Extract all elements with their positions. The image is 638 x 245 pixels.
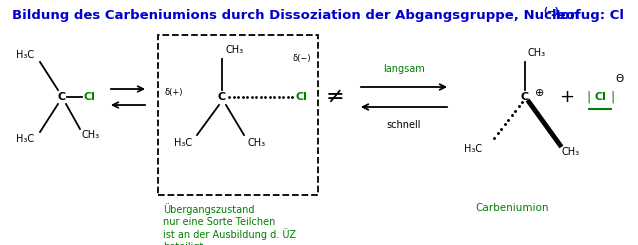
Text: +: + — [560, 88, 574, 106]
Text: H₃C: H₃C — [16, 50, 34, 60]
Text: C: C — [218, 92, 226, 102]
Text: ⊕: ⊕ — [535, 88, 545, 98]
Text: schnell: schnell — [387, 120, 421, 130]
Text: CH₃: CH₃ — [528, 48, 546, 58]
Text: Cl: Cl — [84, 92, 96, 102]
Text: CH₃: CH₃ — [247, 138, 265, 148]
Text: H₃C: H₃C — [174, 138, 192, 148]
Text: δ(−): δ(−) — [293, 54, 311, 63]
Text: |: | — [586, 90, 590, 103]
Text: |: | — [610, 90, 614, 103]
Text: Cl: Cl — [594, 92, 606, 102]
Text: CH₃: CH₃ — [562, 147, 580, 157]
Text: Carbeniumion: Carbeniumion — [475, 203, 549, 213]
Text: H₃C: H₃C — [464, 144, 482, 154]
Text: CH₃: CH₃ — [82, 130, 100, 140]
Text: H₃C: H₃C — [16, 134, 34, 144]
Text: (−): (−) — [543, 7, 559, 16]
Text: CH₃: CH₃ — [225, 45, 243, 55]
Text: δ(+): δ(+) — [165, 87, 183, 97]
Text: C: C — [521, 92, 529, 102]
Text: ≠: ≠ — [325, 87, 345, 107]
Text: Θ: Θ — [616, 74, 624, 84]
Text: Cl: Cl — [295, 92, 307, 102]
Text: C: C — [58, 92, 66, 102]
Text: -Ion: -Ion — [550, 9, 579, 22]
Text: langsam: langsam — [383, 64, 425, 74]
Text: Bildung des Carbeniumions durch Dissoziation der Abgangsgruppe, Nucleofug: Cl: Bildung des Carbeniumions durch Dissozia… — [12, 9, 624, 22]
Bar — [158, 35, 318, 195]
Text: Übergangszustand
nur eine Sorte Teilchen
ist an der Ausbildung d. ÜZ
beteiligt: Übergangszustand nur eine Sorte Teilchen… — [163, 203, 296, 245]
